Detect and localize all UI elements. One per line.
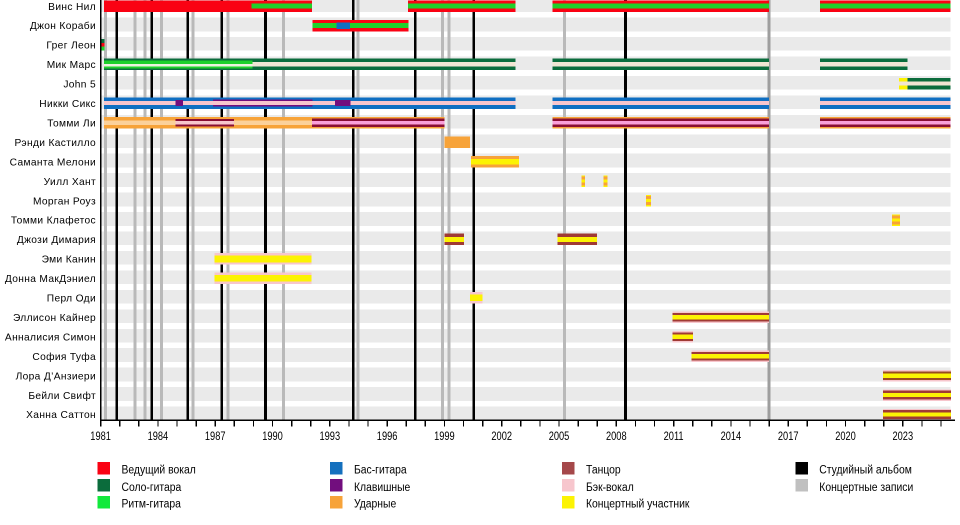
svg-text:Грег Леон: Грег Леон [46, 41, 96, 52]
svg-text:Донна МакДэниел: Донна МакДэниел [5, 274, 96, 285]
svg-text:Бас-гитара: Бас-гитара [354, 464, 407, 477]
svg-text:2008: 2008 [606, 430, 627, 444]
svg-text:София Туфа: София Туфа [32, 351, 96, 363]
svg-text:Винс Нил: Винс Нил [48, 2, 96, 13]
svg-text:Джон Кораби: Джон Кораби [30, 20, 96, 32]
svg-text:1999: 1999 [434, 430, 455, 444]
svg-text:Ханна Саттон: Ханна Саттон [26, 410, 96, 421]
svg-text:1987: 1987 [205, 430, 226, 444]
svg-text:Танцор: Танцор [586, 464, 621, 477]
svg-text:2011: 2011 [664, 430, 684, 444]
svg-text:Саманта Мелони: Саманта Мелони [10, 157, 96, 168]
svg-text:Студийный альбом: Студийный альбом [819, 464, 912, 477]
svg-text:Ведущий вокал: Ведущий вокал [122, 464, 196, 477]
svg-text:2002: 2002 [491, 430, 512, 444]
svg-text:Ударные: Ударные [354, 498, 396, 511]
svg-text:Морган Роуз: Морган Роуз [33, 196, 96, 207]
svg-text:Бэк-вокал: Бэк-вокал [586, 481, 634, 494]
svg-text:Концертный участник: Концертный участник [586, 498, 690, 511]
svg-text:1981: 1981 [90, 430, 111, 444]
svg-text:2020: 2020 [835, 430, 856, 444]
svg-text:Томми Клафетос: Томми Клафетос [11, 215, 96, 227]
svg-text:1993: 1993 [319, 430, 340, 444]
svg-text:Джози Димария: Джози Димария [17, 235, 96, 246]
svg-text:1996: 1996 [377, 430, 398, 444]
svg-text:Перл Оди: Перл Оди [47, 294, 96, 305]
svg-text:Томми Ли: Томми Ли [47, 118, 96, 129]
svg-text:1984: 1984 [148, 430, 169, 444]
svg-text:Никки Сикс: Никки Сикс [39, 99, 96, 110]
svg-text:Лора Д’Анзиери: Лора Д’Анзиери [16, 371, 96, 382]
svg-text:Эми Канин: Эми Канин [42, 255, 96, 266]
svg-text:Уилл Хант: Уилл Хант [44, 177, 96, 188]
svg-text:2017: 2017 [778, 430, 799, 444]
svg-text:2023: 2023 [892, 430, 913, 444]
svg-text:Соло-гитара: Соло-гитара [122, 481, 183, 494]
svg-text:2014: 2014 [721, 430, 742, 444]
svg-text:John 5: John 5 [63, 80, 96, 91]
svg-text:Клавишные: Клавишные [354, 481, 410, 494]
svg-text:Ритм-гитара: Ритм-гитара [122, 498, 182, 511]
svg-text:Анналисия Симон: Анналисия Симон [5, 332, 96, 343]
svg-text:2005: 2005 [549, 430, 570, 444]
svg-text:1990: 1990 [262, 430, 283, 444]
svg-text:Мик Марс: Мик Марс [47, 60, 96, 71]
svg-text:Бейли Свифт: Бейли Свифт [28, 390, 96, 402]
svg-text:Рэнди Кастилло: Рэнди Кастилло [15, 138, 96, 149]
svg-text:Эллисон Кайнер: Эллисон Кайнер [13, 313, 96, 324]
svg-text:Концертные записи: Концертные записи [819, 481, 913, 494]
